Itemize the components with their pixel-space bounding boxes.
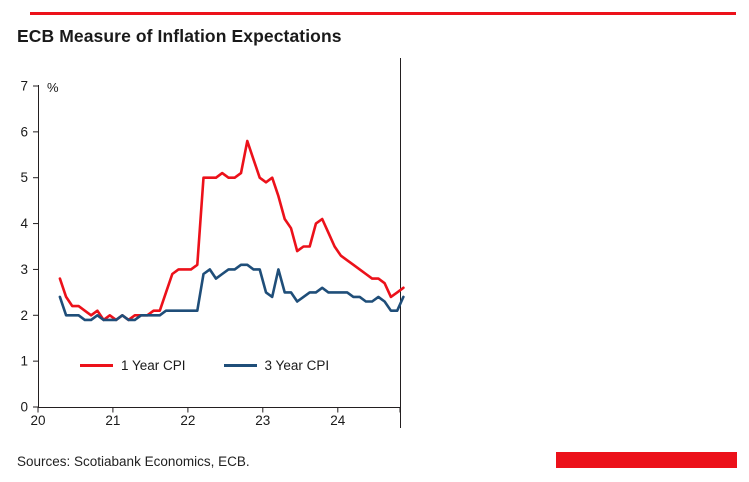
svg-text:20: 20 (30, 413, 45, 428)
svg-text:6: 6 (20, 124, 28, 139)
svg-text:23: 23 (255, 413, 270, 428)
bottom-accent-bar (556, 452, 737, 468)
svg-text:24: 24 (330, 413, 346, 428)
svg-text:4: 4 (20, 216, 28, 231)
legend-line-swatch-red (80, 364, 113, 367)
legend-line-swatch-navy (223, 364, 257, 367)
y-axis-unit-label: % (47, 80, 59, 95)
chart-legend: 1 Year CPI 3 Year CPI (80, 358, 329, 373)
svg-text:2: 2 (20, 308, 28, 323)
sources-note: Sources: Scotiabank Economics, ECB. (17, 454, 250, 469)
svg-text:5: 5 (20, 170, 28, 185)
svg-text:21: 21 (105, 413, 120, 428)
chart-title: ECB Measure of Inflation Expectations (17, 26, 342, 46)
svg-text:3: 3 (20, 262, 28, 277)
svg-text:0: 0 (20, 400, 28, 415)
legend-item-1-year-cpi: 1 Year CPI (80, 358, 186, 373)
svg-text:1: 1 (20, 354, 28, 369)
legend-label-3-year-cpi: 3 Year CPI (264, 358, 330, 373)
top-accent-rule (30, 12, 736, 15)
legend-item-3-year-cpi: 3 Year CPI (223, 358, 330, 373)
svg-text:22: 22 (180, 413, 195, 428)
svg-text:7: 7 (20, 79, 28, 94)
legend-label-1-year-cpi: 1 Year CPI (121, 358, 186, 373)
